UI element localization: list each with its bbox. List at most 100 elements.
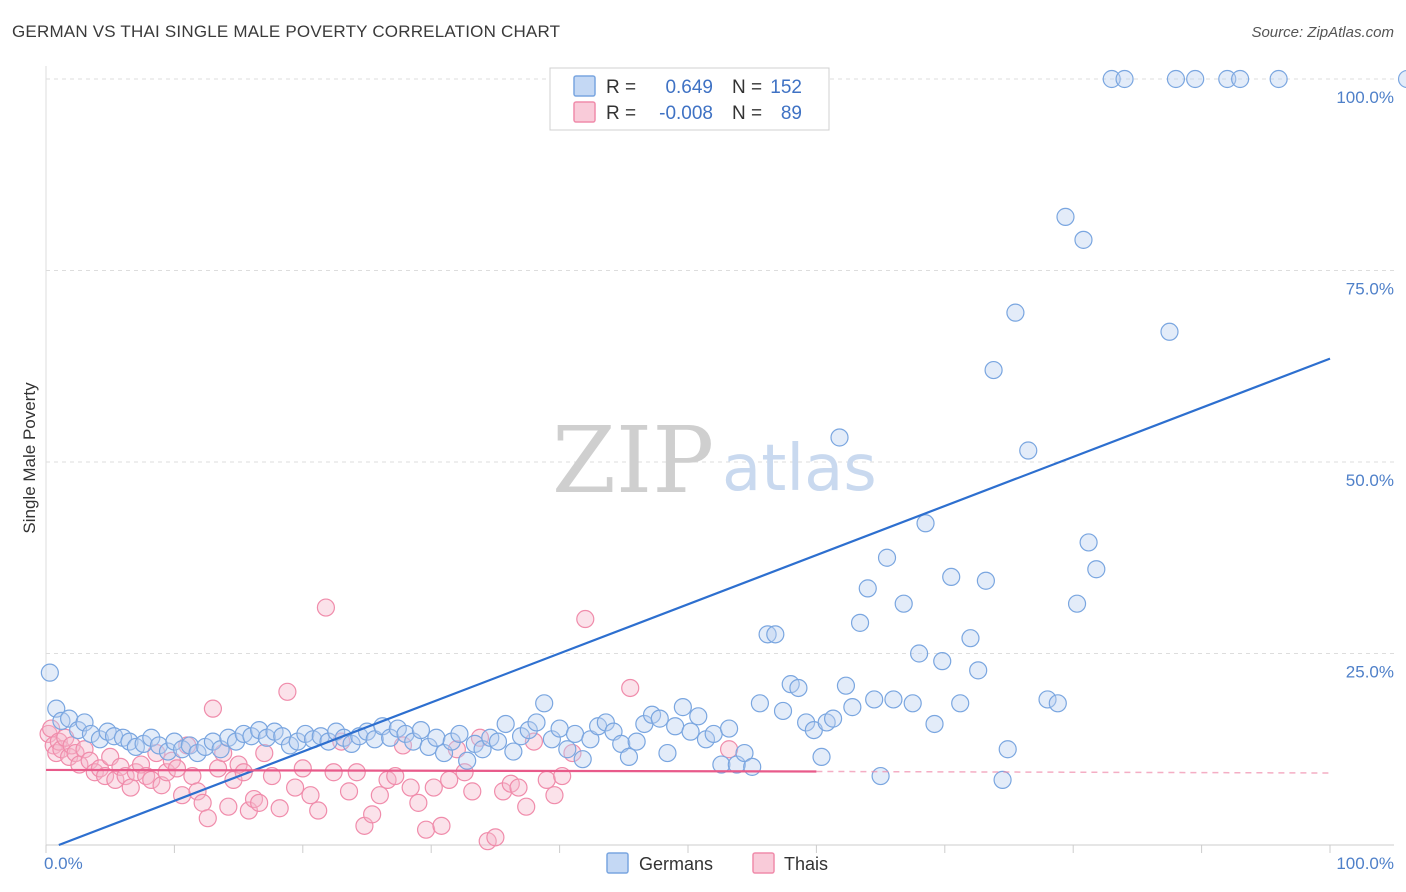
- german-point-93: [750, 694, 770, 713]
- german-point-113: [894, 594, 913, 613]
- german-point-95: [766, 625, 785, 644]
- german-point-67: [550, 719, 569, 738]
- y-tick-label-100: 100.0%: [1336, 88, 1394, 107]
- watermark-zip: ZIP: [552, 407, 714, 514]
- watermark: ZIP atlas: [552, 407, 877, 514]
- german-point-8: [98, 722, 117, 741]
- thai-point-55: [324, 763, 343, 782]
- thai-point-52: [301, 786, 320, 805]
- thai-point-45: [250, 793, 269, 812]
- german-point-76: [619, 747, 639, 767]
- german-point-70: [573, 750, 592, 769]
- thai-point-70: [440, 770, 459, 789]
- german-point-28: [250, 720, 269, 740]
- german-point-60: [496, 714, 515, 734]
- german-point-85: [689, 707, 708, 726]
- german-point-22: [203, 732, 223, 751]
- german-point-89: [719, 719, 739, 738]
- thai-point-29: [167, 759, 187, 778]
- y-tick-labels: 25.0% 50.0% 75.0% 100.0%: [1336, 88, 1394, 682]
- legend-thai-swatch: [573, 101, 596, 123]
- german-point-96: [773, 701, 793, 721]
- bottom-legend: Germans Thais: [606, 852, 828, 874]
- german-point-99: [797, 713, 816, 732]
- thai-point-49: [278, 682, 297, 701]
- thai-point-63: [386, 766, 405, 786]
- german-point-125: [993, 770, 1012, 789]
- german-point-141: [1218, 69, 1237, 89]
- german-point-81: [658, 743, 677, 763]
- german-point-132: [1067, 594, 1087, 613]
- thai-point-47: [262, 766, 282, 786]
- thai-point-88: [719, 740, 739, 759]
- thai-point-58: [347, 763, 366, 782]
- watermark-atlas: atlas: [722, 432, 877, 506]
- german-point-83: [673, 698, 692, 717]
- german-point-103: [823, 709, 843, 728]
- german-point-109: [865, 690, 884, 709]
- legend-box: R = 0.649 N = 152 R = -0.008 N = 89: [549, 67, 830, 131]
- bottom-legend-german-swatch: [606, 852, 629, 874]
- thai-point-34: [193, 793, 212, 812]
- thai-point-61: [370, 786, 389, 805]
- german-point-143: [1269, 69, 1288, 89]
- german-point-133: [1074, 230, 1093, 249]
- german-point-16: [158, 742, 178, 761]
- thai-point-20: [121, 778, 140, 797]
- german-point-73: [596, 713, 615, 732]
- thai-point-60: [363, 805, 382, 824]
- x-tick-label-max: 100.0%: [1336, 854, 1394, 873]
- bottom-legend-thai-label: Thais: [784, 854, 828, 874]
- thai-point-46: [255, 743, 274, 763]
- german-point-104: [830, 428, 849, 447]
- thai-point-83: [545, 786, 564, 805]
- german-point-45: [381, 728, 400, 747]
- thai-point-76: [486, 828, 505, 847]
- legend-german-r-label: R =: [606, 77, 636, 98]
- german-point-129: [1038, 690, 1057, 709]
- chart-title: GERMAN VS THAI SINGLE MALE POVERTY CORRE…: [12, 22, 561, 41]
- german-point-127: [1006, 303, 1025, 322]
- bottom-legend-german-label: Germans: [639, 854, 713, 874]
- thai-point-69: [432, 816, 451, 835]
- y-axis-label: Single Male Poverty: [20, 382, 39, 534]
- german-point-59: [488, 732, 508, 751]
- legend-thai-n-label: N =: [732, 103, 762, 124]
- german-point-53: [442, 732, 461, 751]
- german-point-55: [458, 751, 477, 770]
- legend-thai-r-label: R =: [606, 103, 636, 124]
- german-point-135: [1087, 560, 1106, 579]
- german-point-106: [843, 698, 862, 717]
- thai-point-82: [537, 770, 556, 789]
- thai-point-48: [270, 799, 289, 818]
- german-point-50: [419, 737, 438, 757]
- german-point-98: [789, 678, 808, 698]
- german-point-19: [180, 736, 199, 755]
- legend-german-swatch: [573, 75, 596, 97]
- german-point-123: [976, 571, 995, 590]
- thai-point-37: [208, 759, 228, 778]
- gridlines: [45, 66, 1394, 845]
- legend-thai-r-value: -0.008: [659, 103, 713, 124]
- thai-point-35: [198, 809, 217, 828]
- german-point-118: [933, 652, 952, 671]
- thai-point-87: [621, 678, 640, 698]
- german-point-124: [984, 360, 1003, 380]
- german-point-140: [1186, 69, 1205, 89]
- german-point-105: [836, 676, 856, 695]
- legend-german-n-label: N =: [732, 77, 762, 98]
- german-point-120: [951, 694, 970, 713]
- german-point-126: [998, 740, 1017, 759]
- thai-point-50: [285, 778, 305, 797]
- german-trend-line: [58, 357, 1331, 847]
- thai-point-80: [517, 797, 536, 816]
- german-point-51: [427, 728, 446, 747]
- german-points: [40, 69, 1406, 789]
- german-point-17: [165, 732, 184, 751]
- german-point-108: [858, 579, 877, 598]
- y-tick-label-25: 25.0%: [1346, 663, 1394, 682]
- german-point-137: [1115, 69, 1134, 89]
- german-point-138: [1160, 322, 1179, 341]
- german-point-128: [1019, 441, 1038, 460]
- thai-point-73: [463, 782, 482, 801]
